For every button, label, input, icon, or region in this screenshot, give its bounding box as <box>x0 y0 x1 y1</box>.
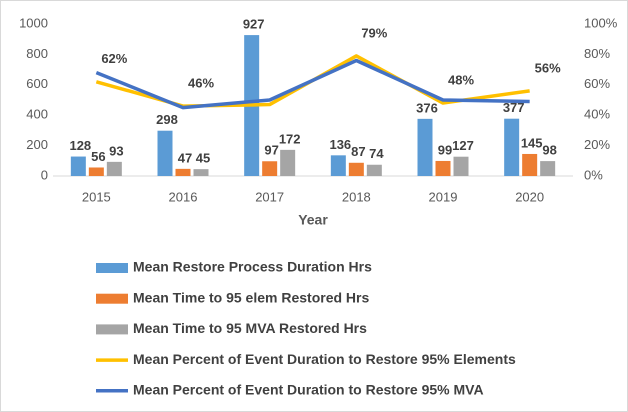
bar <box>330 155 346 176</box>
x-tick-label: 2020 <box>515 189 544 204</box>
data-label: 93 <box>109 143 123 158</box>
x-tick-label: 2017 <box>255 189 284 204</box>
legend-label: Mean Percent of Event Duration to Restor… <box>133 351 516 367</box>
y2-tick-label: 60% <box>584 76 610 91</box>
bar <box>262 161 278 176</box>
data-label: 46% <box>188 76 214 91</box>
legend-swatch <box>96 293 128 304</box>
bar <box>175 168 191 176</box>
legend-label: Mean Restore Process Duration Hrs <box>133 259 372 275</box>
bar <box>348 162 364 176</box>
x-tick-label: 2015 <box>82 189 111 204</box>
y-tick-label: 400 <box>26 107 48 122</box>
y2-tick-label: 20% <box>584 137 610 152</box>
bar <box>522 153 538 176</box>
legend-label: Mean Percent of Event Duration to Restor… <box>133 382 484 398</box>
y2-tick-label: 100% <box>584 15 618 30</box>
y-tick-label: 600 <box>26 76 48 91</box>
data-label: 87 <box>351 144 365 159</box>
y-tick-label: 0 <box>41 167 48 182</box>
data-label: 47 <box>178 150 192 165</box>
data-label: 136 <box>329 137 351 152</box>
data-label: 56% <box>535 60 561 75</box>
data-label: 79% <box>361 25 387 40</box>
y2-tick-label: 80% <box>584 46 610 61</box>
data-label: 127 <box>452 138 474 153</box>
legend-label: Mean Time to 95 MVA Restored Hrs <box>133 320 367 336</box>
legend-swatch <box>96 263 128 273</box>
data-label: 62% <box>101 51 127 66</box>
x-tick-label: 2019 <box>429 189 458 204</box>
bar <box>88 167 104 176</box>
line <box>95 58 530 110</box>
data-label: 97 <box>264 143 278 158</box>
data-label: 98 <box>542 143 556 158</box>
data-label: 56 <box>91 149 105 164</box>
data-label: 376 <box>416 100 438 115</box>
data-label: 145 <box>521 135 543 150</box>
data-label: 48% <box>448 72 474 87</box>
data-label: 298 <box>156 112 178 127</box>
data-label: 99 <box>438 142 452 157</box>
bar <box>280 149 296 176</box>
legend-label: Mean Time to 95 elem Restored Hrs <box>133 289 369 305</box>
y2-tick-label: 0% <box>584 167 603 182</box>
data-label: 74 <box>369 146 384 161</box>
data-label: 45 <box>196 151 210 166</box>
y-tick-label: 1000 <box>19 15 48 30</box>
bar <box>435 160 451 176</box>
bar <box>157 130 173 176</box>
y2-tick-label: 40% <box>584 107 610 122</box>
bar <box>366 164 382 176</box>
bar <box>193 169 209 176</box>
legend-swatch <box>96 324 128 335</box>
y-tick-label: 800 <box>26 46 48 61</box>
data-label: 927 <box>243 17 265 32</box>
bar <box>106 161 122 176</box>
data-label: 377 <box>503 100 525 115</box>
x-axis-title: Year <box>298 212 328 228</box>
bar <box>540 161 556 176</box>
bar <box>504 118 520 176</box>
x-tick-label: 2016 <box>169 189 198 204</box>
x-tick-label: 2018 <box>342 189 371 204</box>
bar <box>70 156 86 176</box>
data-label: 172 <box>279 131 301 146</box>
data-label: 128 <box>69 138 91 153</box>
y-tick-label: 200 <box>26 137 48 152</box>
bar <box>453 156 469 176</box>
bar <box>417 118 433 176</box>
